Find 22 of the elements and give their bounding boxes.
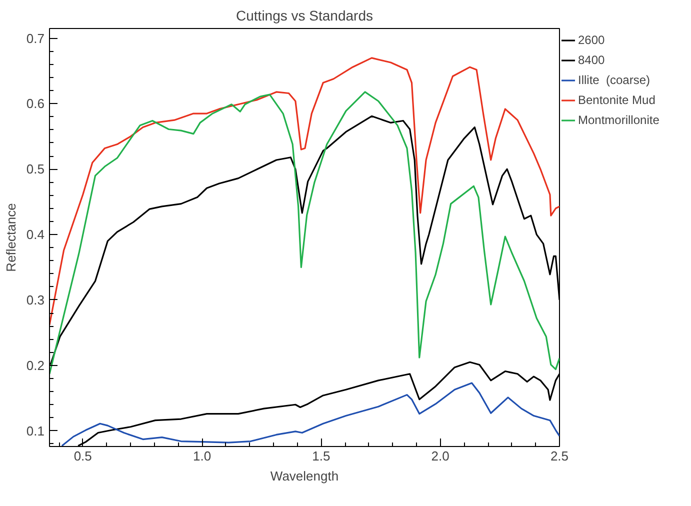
- legend-label: 2600: [578, 33, 605, 47]
- chart-title: Cuttings vs Standards: [236, 8, 373, 24]
- x-tick-label: 2.5: [550, 448, 569, 464]
- y-tick-label: 0.3: [26, 292, 45, 308]
- y-tick-label: 0.6: [26, 96, 45, 112]
- y-tick-label: 0.2: [26, 358, 45, 373]
- legend-label: Montmorillonite: [578, 113, 660, 127]
- x-tick-label: 1.5: [312, 448, 330, 464]
- y-tick-label: 0.5: [26, 162, 45, 177]
- x-tick-label: 2.0: [431, 448, 450, 464]
- x-tick-label: 1.0: [192, 448, 212, 464]
- y-axis-title: Reflectance: [3, 203, 18, 272]
- line-series: [61, 382, 560, 446]
- y-tick-label: 0.7: [26, 30, 45, 46]
- legend-label: 8400: [578, 53, 605, 67]
- y-tick-label: 0.1: [26, 423, 45, 438]
- legend-label: Bentonite Mud: [578, 93, 656, 107]
- legend-label: Illite (coarse): [578, 73, 650, 87]
- line-series: [50, 57, 560, 326]
- x-axis-title: Wavelength: [270, 468, 339, 484]
- x-tick-label: 0.5: [74, 448, 92, 464]
- y-tick-label: 0.4: [26, 227, 45, 242]
